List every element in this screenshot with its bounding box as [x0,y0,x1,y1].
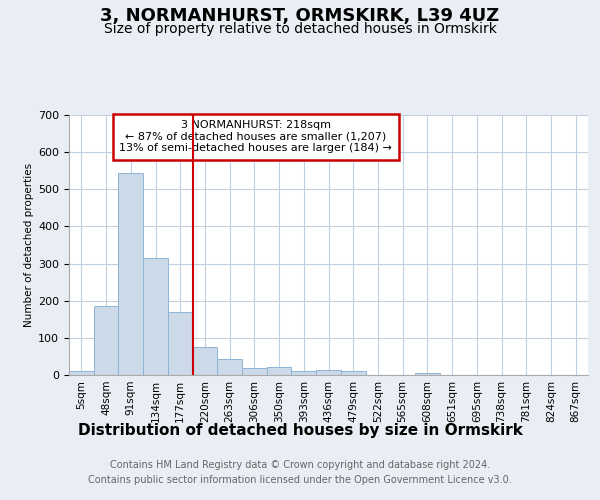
Bar [168,312,193,375]
Bar [217,360,242,375]
Text: Contains HM Land Registry data © Crown copyright and database right 2024.
Contai: Contains HM Land Registry data © Crown c… [88,460,512,485]
Text: Size of property relative to detached houses in Ormskirk: Size of property relative to detached ho… [104,22,496,36]
Text: Distribution of detached houses by size in Ormskirk: Distribution of detached houses by size … [77,422,523,438]
Text: 3 NORMANHURST: 218sqm
← 87% of detached houses are smaller (1,207)
13% of semi-d: 3 NORMANHURST: 218sqm ← 87% of detached … [119,120,392,154]
Bar [242,368,267,375]
Text: 3, NORMANHURST, ORMSKIRK, L39 4UZ: 3, NORMANHURST, ORMSKIRK, L39 4UZ [100,8,500,26]
Bar [415,373,440,375]
Bar [292,370,316,375]
Bar [94,306,118,375]
Bar [143,258,168,375]
Bar [69,372,94,375]
Bar [267,367,292,375]
Y-axis label: Number of detached properties: Number of detached properties [24,163,34,327]
Bar [341,372,365,375]
Bar [316,370,341,375]
Bar [118,172,143,375]
Bar [193,347,217,375]
